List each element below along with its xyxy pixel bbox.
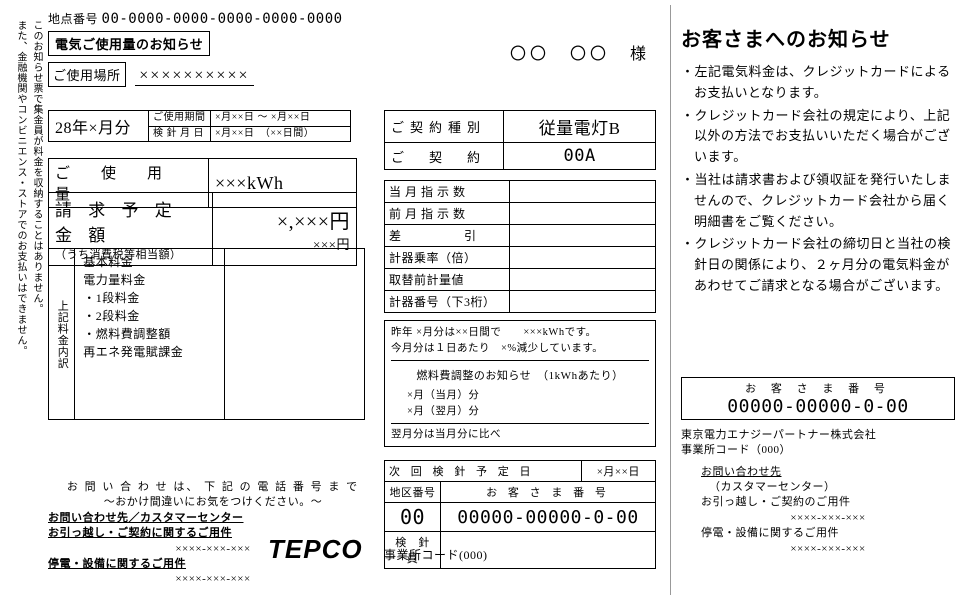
contract-cap-label: ご 契 約	[385, 143, 504, 170]
info-curr: 今月分は１日あたり ×%減少しています。	[391, 341, 649, 357]
area-label: 地区番号	[385, 482, 441, 503]
rp-company: 東京電力エナジーパートナー株式会社	[681, 428, 955, 443]
contract-type-value: 従量電灯B	[504, 111, 656, 143]
rp-inq-line2: 停電・設備に関するご用件	[701, 526, 955, 541]
rp-item: ・左記電気料金は、クレジットカードによるお支払いとなります。	[681, 62, 955, 104]
location-code: 00-0000-0000-0000-0000-0000	[102, 11, 343, 27]
custno-value: 00000-00000-0-00	[684, 396, 952, 417]
rp-list: ・左記電気料金は、クレジットカードによるお支払いとなります。 ・クレジットカード…	[681, 62, 955, 297]
custno-box: お 客 さ ま 番 号 00000-00000-0-00	[681, 377, 955, 420]
side-note-line2: また、金融機関やコンビニエンス・ストアでのお支払いはできません。	[15, 20, 26, 356]
top-line: 地点番号 00-0000-0000-0000-0000-0000	[48, 10, 660, 27]
reading-date: ×月××日 （××日間）	[211, 126, 351, 142]
rp-item: ・クレジットカード会社の規定により、上記以外の方法でお支払いいただく場合がござい…	[681, 106, 955, 168]
fuel-line2: ×月（翌月）分	[391, 404, 649, 420]
breakdown-vlabel: 上記料金内訳	[49, 249, 75, 420]
rp-title: お客さまへのお知らせ	[681, 23, 955, 52]
rp-inq-heading: お問い合わせ先	[701, 465, 955, 480]
next-date: ×月××日	[581, 461, 655, 482]
office-code: 事業所コード(000)	[384, 546, 488, 563]
area-value: 00	[385, 503, 441, 532]
contract-cap-value: 00A	[504, 143, 656, 170]
side-note-line1: このお知らせ票で集金員が料金を収納することはありません。	[31, 20, 42, 314]
side-note: このお知らせ票で集金員が料金を収納することはありません。 また、金融機関やコンビ…	[8, 20, 44, 460]
usage-location-label: ご使用場所	[48, 62, 126, 87]
bill-main: 地点番号 00-0000-0000-0000-0000-0000 電気ご使用量の…	[48, 10, 660, 590]
rp-inq-phone2: ××××-×××-×××	[701, 542, 955, 557]
contract-type-label: ご契約種別	[385, 111, 504, 143]
contract-table: ご契約種別 従量電灯B ご 契 約 00A	[384, 110, 656, 170]
breakdown-item: 基本料金	[83, 253, 216, 271]
breakdown-item: ・2段料金	[83, 307, 216, 325]
inquiry-heading: お問い合わせ先／カスタマーセンター	[48, 511, 378, 526]
rp-item: ・当社は請求書および領収証を発行いたしませんので、クレジットカード会社から届く明…	[681, 170, 955, 232]
breakdown-item: 再エネ発電賦課金	[83, 343, 216, 361]
fuel-line1: ×月（当月）分	[391, 388, 649, 404]
fuel-note: 翌月分は当月分に比べ	[391, 423, 649, 443]
rp-inq-phone1: ××××-×××-×××	[701, 511, 955, 526]
fuel-title: 燃料費調整のお知らせ （1kWhあたり）	[391, 368, 649, 385]
reading-date-label: 検 針 月 日	[149, 126, 211, 142]
rp-inq-line1: お引っ越し・ご契約のご用件	[701, 495, 955, 510]
cust-label: お 客 さ ま 番 号	[441, 482, 656, 503]
period-table: 28年×月分 ご使用期間 ×月××日 ～ ×月××日 検 針 月 日 ×月××日…	[48, 110, 351, 142]
info-prev: 昨年 ×月分は××日間で ×××kWhです。	[391, 325, 649, 341]
meter-table: 当 月 指 示 数 前 月 指 示 数 差 引 計器乗率（倍） 取替前計量値 計…	[384, 180, 656, 313]
inquiry-note2: ～おかけ間違いにお気をつけください。～	[48, 495, 378, 510]
meter-r4: 計器乗率（倍）	[385, 247, 510, 269]
notice-title: 電気ご使用量のお知らせ	[48, 31, 210, 56]
next-title: 次 回 検 針 予 定 日	[385, 461, 582, 482]
custno-label: お 客 さ ま 番 号	[684, 380, 952, 396]
breakdown-item: ・燃料費調整額	[83, 325, 216, 343]
location-code-label: 地点番号	[48, 12, 98, 26]
bill-amount: ×,×××円	[219, 205, 350, 234]
breakdown-table: 上記料金内訳 基本料金 電力量料金 ・1段料金 ・2段料金 ・燃料費調整額 再エ…	[48, 248, 365, 420]
meter-r6: 計器番号（下3桁）	[385, 291, 510, 313]
tepco-logo: TEPCO	[268, 534, 363, 565]
usage-period: ×月××日 ～ ×月××日	[211, 111, 351, 127]
usage-period-label: ご使用期間	[149, 111, 211, 127]
inquiry-phone2: ××××-×××-×××	[48, 572, 378, 587]
info-box: 昨年 ×月分は××日間で ×××kWhです。 今月分は１日あたり ×%減少してい…	[384, 320, 656, 447]
usage-location: ××××××××××	[135, 67, 253, 86]
breakdown-item: ・1段料金	[83, 289, 216, 307]
cust-value: 00000-00000-0-00	[441, 503, 656, 532]
period-ym: 28年×月分	[49, 111, 149, 142]
breakdown-values	[225, 249, 365, 420]
rp-footer: 東京電力エナジーパートナー株式会社 事業所コード（000） お問い合わせ先 （カ…	[681, 428, 955, 557]
meter-r1: 当 月 指 示 数	[385, 181, 510, 203]
rp-office: 事業所コード（000）	[681, 443, 955, 458]
meter-r5: 取替前計量値	[385, 269, 510, 291]
inquiry-note1: お 問 い 合 わ せ は、 下 記 の 電 話 番 号 ま で	[48, 480, 378, 495]
bill-title: 請 求 予 定 金 額	[55, 196, 206, 246]
meter-r3: 差 引	[385, 225, 510, 247]
customer-name: 〇〇 〇〇 様	[510, 40, 650, 64]
right-panel: お客さまへのお知らせ ・左記電気料金は、クレジットカードによるお支払いとなります…	[670, 5, 955, 595]
rp-inq-sub: （カスタマーセンター）	[701, 480, 955, 495]
breakdown-items: 基本料金 電力量料金 ・1段料金 ・2段料金 ・燃料費調整額 再エネ発電賦課金	[75, 249, 225, 420]
meter-r2: 前 月 指 示 数	[385, 203, 510, 225]
rp-item: ・クレジットカード会社の締切日と当社の検針日の関係により、２ヶ月分の電気料金があ…	[681, 234, 955, 296]
breakdown-item: 電力量料金	[83, 271, 216, 289]
